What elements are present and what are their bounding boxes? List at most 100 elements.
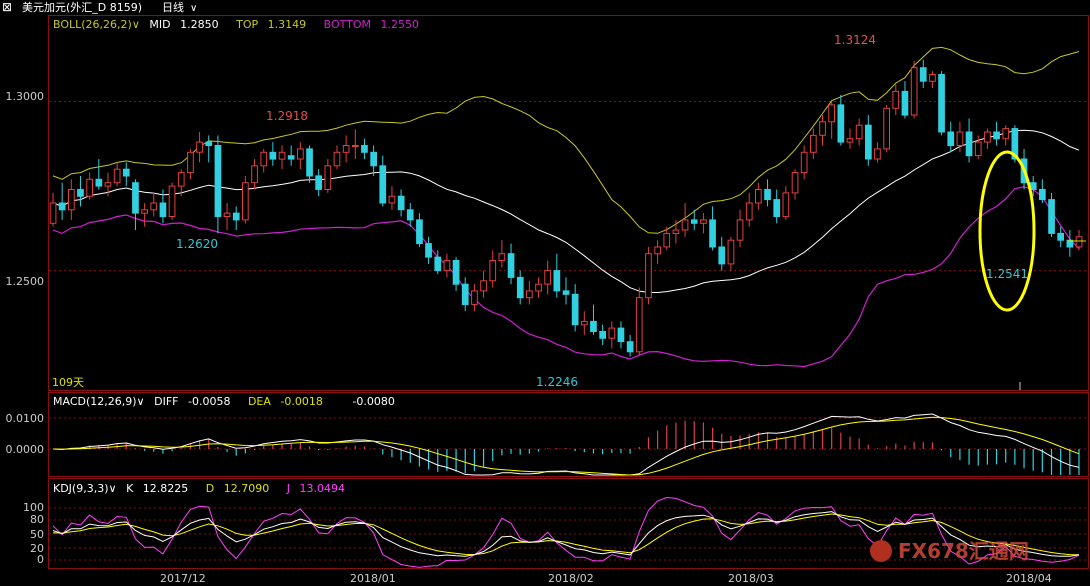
candle-body	[425, 243, 432, 258]
candle-body	[205, 141, 213, 147]
period-label[interactable]: 日线	[162, 0, 184, 14]
candle	[718, 236, 726, 271]
candle-body	[141, 209, 149, 214]
candle	[434, 250, 442, 275]
candle	[77, 175, 84, 207]
candle	[727, 236, 735, 271]
candle-body	[535, 283, 542, 292]
candle	[104, 172, 112, 197]
boll-chevron-icon[interactable]: ∨	[132, 18, 140, 31]
kdj-name[interactable]: KDJ(9,3,3)	[53, 482, 109, 495]
annotation-high-1: 1.2918	[266, 109, 308, 123]
candle-body	[965, 131, 973, 157]
k-value: 12.8225	[143, 482, 189, 495]
candle	[461, 277, 469, 312]
candle	[965, 118, 973, 163]
candle-body	[837, 104, 845, 143]
candle-body	[800, 151, 808, 174]
candle-body	[260, 151, 268, 167]
candle-body	[956, 131, 964, 146]
candle	[287, 145, 295, 166]
candle-body	[297, 148, 304, 160]
candle-body	[49, 202, 57, 224]
candle	[480, 270, 487, 298]
candle	[214, 135, 222, 234]
boll-name[interactable]: BOLL(26,26,2)	[53, 18, 132, 31]
candle-body	[315, 175, 322, 190]
candle	[883, 104, 890, 153]
candle-body	[516, 276, 524, 299]
k-label: K	[126, 482, 134, 495]
period-chevron-down-icon[interactable]: ∨	[190, 3, 197, 14]
candle-body	[1011, 128, 1019, 160]
candle	[865, 115, 872, 166]
boll-bottom-line	[52, 186, 1080, 368]
candle-body	[132, 182, 139, 214]
macd-indicator	[52, 413, 1080, 476]
candlesticks	[49, 59, 1083, 357]
candle-body	[1075, 236, 1083, 248]
candle-body	[690, 219, 698, 224]
candle-body	[599, 331, 606, 339]
candle-body	[342, 145, 350, 153]
candle	[278, 145, 286, 170]
candle-body	[443, 260, 451, 272]
candle	[159, 189, 167, 224]
candle-body	[370, 151, 377, 167]
macd-chevron-icon[interactable]: ∨	[137, 395, 145, 408]
candle-body	[379, 165, 387, 204]
candle-body	[452, 260, 460, 285]
candle-body	[1039, 189, 1046, 201]
candle-body	[187, 151, 194, 174]
candle-body	[553, 270, 561, 292]
candle-body	[764, 189, 771, 201]
symbol-title[interactable]: 美元加元(外汇_D 8159)	[22, 1, 142, 14]
candle	[150, 192, 158, 217]
candle-body	[113, 168, 121, 184]
candle	[1075, 230, 1083, 251]
candle	[700, 213, 707, 234]
candle	[782, 186, 790, 220]
days-label: 109天	[52, 376, 84, 389]
candle-body	[938, 74, 945, 133]
bottom-value: 1.2550	[381, 18, 420, 31]
candle-body	[489, 260, 497, 282]
candle-body	[361, 145, 368, 153]
candle	[526, 280, 533, 305]
macd-tick-2: 0.0000	[6, 443, 45, 456]
candle	[1002, 125, 1010, 146]
candle	[626, 334, 634, 357]
candle-body	[993, 131, 1000, 140]
candle	[205, 135, 213, 163]
watermark: FX678汇通网	[870, 539, 1029, 563]
macd-name[interactable]: MACD(12,26,9)	[53, 395, 137, 408]
candle	[654, 240, 661, 264]
bottom-label: BOTTOM	[324, 18, 371, 31]
boll-top-line	[52, 46, 1080, 234]
candle	[1048, 192, 1055, 237]
candle	[315, 169, 322, 197]
macd-dea-line	[52, 416, 1080, 476]
candle	[791, 169, 799, 200]
candle	[581, 311, 588, 335]
candle	[855, 118, 863, 146]
candle	[745, 192, 753, 227]
candle	[141, 203, 149, 227]
kdj-tick-4: 20	[30, 542, 44, 555]
candle-body	[526, 290, 533, 299]
boll-mid-line	[52, 129, 1080, 294]
candle	[498, 240, 506, 268]
window-close-icon[interactable]: ⊠	[2, 0, 12, 14]
candle-body	[86, 178, 94, 197]
candle-body	[819, 121, 826, 136]
candle	[663, 226, 671, 251]
top-label: TOP	[235, 18, 258, 31]
candle	[690, 209, 698, 231]
kdj-tick-2: 80	[30, 513, 44, 526]
annotation-low-3: 1.2541	[986, 267, 1028, 281]
kdj-chevron-icon[interactable]: ∨	[109, 482, 117, 495]
candle	[755, 182, 762, 210]
candle	[489, 250, 497, 288]
candle	[1057, 226, 1065, 247]
